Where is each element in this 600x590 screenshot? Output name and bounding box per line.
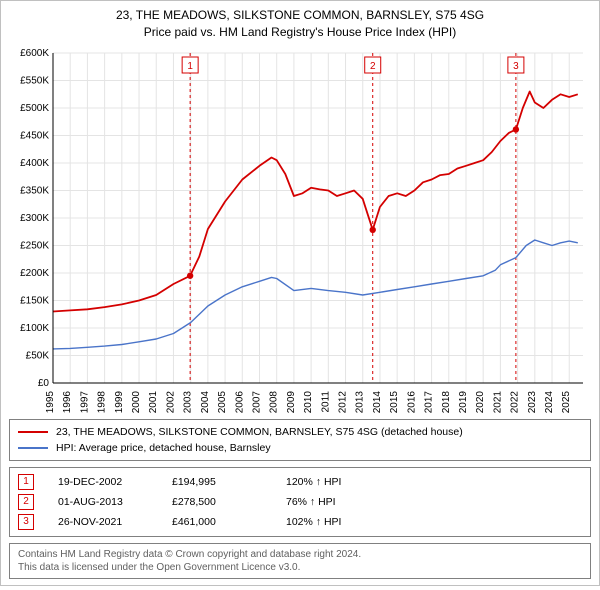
svg-text:2023: 2023 [527, 390, 538, 412]
svg-text:£100K: £100K [20, 323, 49, 334]
transaction-pct: 120% ↑ HPI [286, 476, 376, 488]
transaction-marker: 1 [18, 474, 34, 490]
svg-text:2025: 2025 [561, 390, 572, 412]
svg-text:2010: 2010 [303, 390, 314, 412]
license-line-2: This data is licensed under the Open Gov… [18, 561, 582, 574]
title-line-1: 23, THE MEADOWS, SILKSTONE COMMON, BARNS… [1, 7, 599, 24]
svg-text:2020: 2020 [475, 390, 486, 412]
svg-text:2000: 2000 [131, 390, 142, 412]
transaction-price: £461,000 [172, 516, 262, 528]
svg-text:2007: 2007 [251, 390, 262, 412]
svg-text:2021: 2021 [492, 390, 503, 412]
svg-text:3: 3 [513, 61, 519, 72]
svg-text:1997: 1997 [79, 390, 90, 412]
legend-label: 23, THE MEADOWS, SILKSTONE COMMON, BARNS… [56, 426, 463, 438]
svg-text:2017: 2017 [424, 390, 435, 412]
title-line-2: Price paid vs. HM Land Registry's House … [1, 24, 599, 41]
svg-text:1: 1 [187, 61, 193, 72]
svg-text:1998: 1998 [97, 390, 108, 412]
svg-text:£250K: £250K [20, 240, 49, 251]
svg-text:£450K: £450K [20, 130, 49, 141]
svg-text:2012: 2012 [338, 390, 349, 412]
svg-text:£400K: £400K [20, 158, 49, 169]
transactions-table: 1 19-DEC-2002 £194,995 120% ↑ HPI 2 01-AUG-20… [9, 467, 591, 537]
svg-text:2015: 2015 [389, 390, 400, 412]
legend-row: 23, THE MEADOWS, SILKSTONE COMMON, BARNS… [18, 424, 582, 440]
svg-text:2006: 2006 [234, 390, 245, 412]
transaction-marker: 2 [18, 494, 34, 510]
transaction-date: 26-NOV-2021 [58, 516, 148, 528]
svg-text:2: 2 [370, 61, 376, 72]
chart-container: 23, THE MEADOWS, SILKSTONE COMMON, BARNS… [0, 0, 600, 586]
svg-text:2008: 2008 [269, 390, 280, 412]
svg-text:£150K: £150K [20, 295, 49, 306]
chart-svg: £0 £50K £100K £150K £200K £250K £300K £350K £400… [9, 43, 593, 413]
svg-text:2002: 2002 [165, 390, 176, 412]
svg-text:2003: 2003 [183, 390, 194, 412]
svg-text:2016: 2016 [406, 390, 417, 412]
svg-text:2014: 2014 [372, 390, 383, 412]
svg-text:2005: 2005 [217, 390, 228, 412]
legend-swatch [18, 431, 48, 433]
license-box: Contains HM Land Registry data © Crown c… [9, 543, 591, 579]
svg-text:1995: 1995 [45, 390, 56, 412]
svg-text:2013: 2013 [355, 390, 366, 412]
svg-text:2001: 2001 [148, 390, 159, 412]
transaction-price: £278,500 [172, 496, 262, 508]
svg-text:£50K: £50K [26, 350, 50, 361]
svg-text:2019: 2019 [458, 390, 469, 412]
svg-text:2004: 2004 [200, 390, 211, 412]
transaction-marker: 3 [18, 514, 34, 530]
svg-text:1996: 1996 [62, 390, 73, 412]
svg-text:2024: 2024 [544, 390, 555, 412]
transaction-row: 2 01-AUG-2013 £278,500 76% ↑ HPI [18, 492, 582, 512]
svg-text:£550K: £550K [20, 75, 49, 86]
svg-text:1999: 1999 [114, 390, 125, 412]
svg-text:2022: 2022 [510, 390, 521, 412]
svg-text:2009: 2009 [286, 390, 297, 412]
svg-text:£0: £0 [38, 378, 50, 389]
transaction-pct: 76% ↑ HPI [286, 496, 376, 508]
svg-text:£350K: £350K [20, 185, 49, 196]
transaction-date: 19-DEC-2002 [58, 476, 148, 488]
transaction-date: 01-AUG-2013 [58, 496, 148, 508]
svg-text:£300K: £300K [20, 213, 49, 224]
license-line-1: Contains HM Land Registry data © Crown c… [18, 548, 582, 561]
title-block: 23, THE MEADOWS, SILKSTONE COMMON, BARNS… [1, 1, 599, 43]
svg-text:£600K: £600K [20, 48, 49, 59]
svg-text:2018: 2018 [441, 390, 452, 412]
transaction-row: 3 26-NOV-2021 £461,000 102% ↑ HPI [18, 512, 582, 532]
legend-label: HPI: Average price, detached house, Barn… [56, 442, 271, 454]
svg-text:£500K: £500K [20, 103, 49, 114]
transaction-pct: 102% ↑ HPI [286, 516, 376, 528]
legend: 23, THE MEADOWS, SILKSTONE COMMON, BARNS… [9, 419, 591, 461]
legend-row: HPI: Average price, detached house, Barn… [18, 440, 582, 456]
svg-text:£200K: £200K [20, 268, 49, 279]
transaction-row: 1 19-DEC-2002 £194,995 120% ↑ HPI [18, 472, 582, 492]
chart-area: £0 £50K £100K £150K £200K £250K £300K £350K £400… [9, 43, 591, 413]
svg-text:2011: 2011 [320, 390, 331, 412]
transaction-price: £194,995 [172, 476, 262, 488]
legend-swatch [18, 447, 48, 449]
